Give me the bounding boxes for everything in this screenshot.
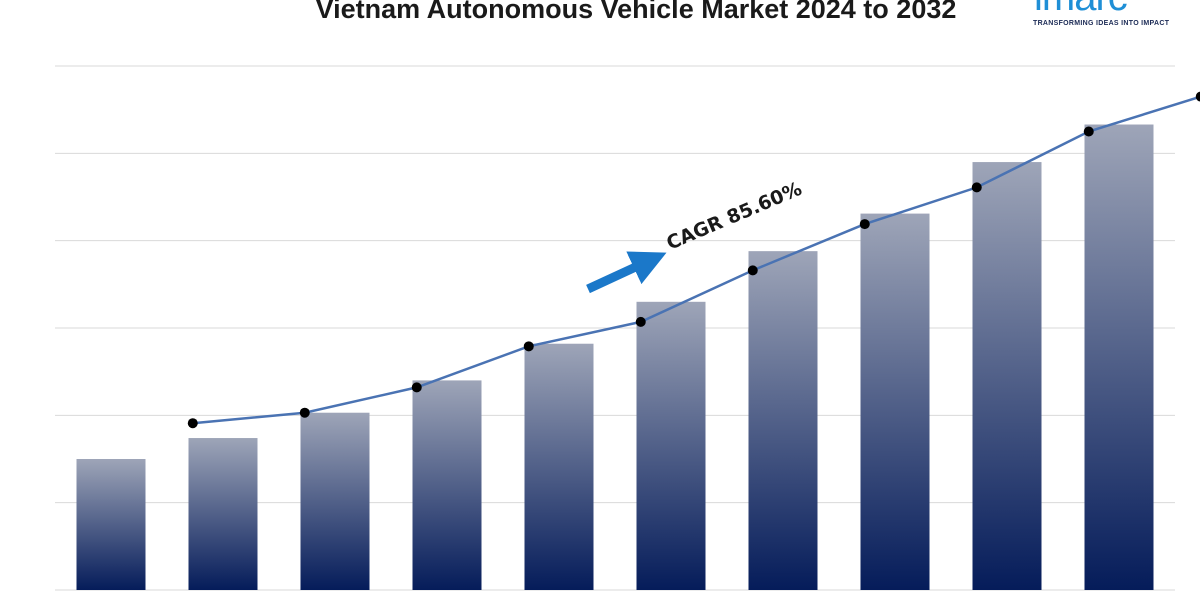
trend-point	[971, 182, 982, 193]
bar	[524, 343, 594, 590]
trend-point	[187, 418, 198, 429]
imarc-logo: imarc TRANSFORMING IDEAS INTO IMPACT	[1032, 0, 1192, 34]
bar	[748, 251, 818, 590]
bar	[188, 438, 258, 590]
bars	[76, 124, 1154, 591]
trend-point	[411, 382, 422, 393]
cagr-label: CAGR 85.60%	[663, 178, 805, 255]
trend-point	[1195, 91, 1200, 102]
trend-point	[635, 316, 646, 327]
bar	[300, 412, 370, 590]
trend-point	[747, 265, 758, 276]
logo-tagline: TRANSFORMING IDEAS INTO IMPACT	[1033, 20, 1170, 27]
trend-line-path	[192, 95, 1200, 425]
logo-wordmark: imarc	[1034, 0, 1128, 20]
chart-title: Vietnam Autonomous Vehicle Market 2024 t…	[315, 0, 957, 24]
bar	[860, 213, 930, 591]
trend-point	[523, 341, 534, 352]
trend-line	[187, 91, 1200, 429]
trend-point	[1083, 126, 1094, 137]
bar	[412, 380, 482, 590]
bar	[1084, 124, 1154, 590]
bar	[76, 459, 146, 590]
bar	[972, 162, 1042, 591]
trend-point	[859, 219, 870, 230]
bar	[636, 301, 706, 590]
trend-point	[299, 407, 310, 418]
cagr-arrow-icon	[586, 251, 667, 294]
